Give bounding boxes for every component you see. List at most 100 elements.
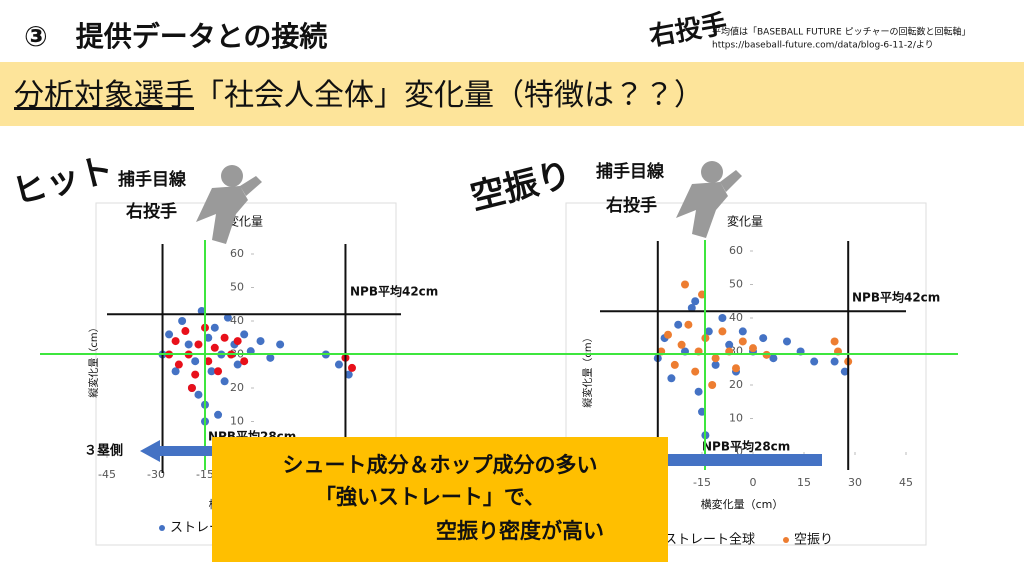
point xyxy=(711,360,720,369)
x-tick-label: -30 xyxy=(147,468,165,481)
x-tick-label: 30 xyxy=(848,476,862,489)
y-tick-label: 60 xyxy=(729,244,743,257)
point xyxy=(171,337,180,346)
point xyxy=(718,327,727,336)
pitcher-silhouette xyxy=(676,161,742,238)
point xyxy=(276,340,285,349)
chart-title: 変化量 xyxy=(227,214,263,229)
point xyxy=(220,333,229,342)
point xyxy=(664,330,672,339)
x-tick-label: -15 xyxy=(693,476,711,489)
arrow-label: ３塁側 xyxy=(84,443,123,459)
point xyxy=(197,306,206,315)
point xyxy=(174,360,183,369)
point xyxy=(220,377,229,386)
point xyxy=(769,354,778,363)
y-tick-label: 40 xyxy=(230,314,244,327)
point xyxy=(759,334,768,343)
y-tick-label: 20 xyxy=(230,381,244,394)
arrow-bar xyxy=(662,454,822,466)
point xyxy=(783,337,791,346)
pitcher-silhouette xyxy=(196,165,262,244)
legend-label: 空振り xyxy=(794,533,833,548)
y-tick-label: 50 xyxy=(230,281,244,294)
legend-swatch xyxy=(159,525,165,531)
x-tick-label: -45 xyxy=(98,468,116,481)
point xyxy=(191,370,200,379)
point xyxy=(708,381,717,389)
point xyxy=(738,337,747,346)
point xyxy=(667,374,676,383)
point xyxy=(830,337,839,346)
point xyxy=(184,340,193,349)
x-tick-label: 15 xyxy=(797,476,811,489)
point xyxy=(204,357,213,366)
point xyxy=(194,340,203,349)
banner-underlined: 分析対象選手 xyxy=(14,78,194,113)
point xyxy=(840,367,849,376)
header: ③ 提供データとの接続 xyxy=(24,20,327,53)
point xyxy=(334,360,343,369)
x-axis-label: 横変化量（cm） xyxy=(701,497,784,511)
pitcher-label: 右投手 xyxy=(606,195,657,216)
callout-line: シュート成分＆ホップ成分の多い xyxy=(283,453,598,477)
point xyxy=(670,360,679,369)
view-label: 捕手目線 xyxy=(118,169,187,190)
y-tick-label: 50 xyxy=(729,278,743,291)
point xyxy=(191,357,200,366)
point xyxy=(711,354,720,363)
point xyxy=(207,367,216,376)
point xyxy=(187,384,196,392)
point xyxy=(738,327,747,336)
y-tick-label: 10 xyxy=(729,412,743,425)
callout-line: 「強いストレート」で、 xyxy=(315,485,545,509)
point xyxy=(674,320,683,329)
point xyxy=(165,330,174,339)
legend-label: ストレート全球 xyxy=(664,533,755,548)
point xyxy=(204,333,213,342)
x-tick-label: 45 xyxy=(899,476,913,489)
point xyxy=(749,344,757,353)
point xyxy=(684,320,693,329)
view-label: 捕手目線 xyxy=(596,161,665,182)
point xyxy=(691,297,700,306)
reference-label: NPB平均42cm xyxy=(350,284,438,299)
point xyxy=(240,330,249,339)
banner-title: 分析対象選手「社会人全体」変化量（特徴は？？） xyxy=(14,78,704,113)
point xyxy=(210,323,219,332)
point xyxy=(681,280,689,289)
point xyxy=(732,364,740,373)
x-tick-label: -15 xyxy=(196,468,214,481)
y-axis-label: 縦変化量（cm） xyxy=(581,332,594,407)
point xyxy=(687,303,696,312)
banner-rest: 「社会人全体」変化量（特徴は？？） xyxy=(194,78,704,113)
callout-line: 空振り密度が高い xyxy=(436,519,604,543)
point xyxy=(266,353,275,362)
x-tick-label: 0 xyxy=(750,476,757,489)
point xyxy=(704,327,713,336)
y-tick-label: 10 xyxy=(230,415,244,428)
pitcher-label: 右投手 xyxy=(126,201,177,222)
point xyxy=(233,337,242,346)
point xyxy=(718,314,727,322)
point xyxy=(223,313,232,322)
point xyxy=(240,357,249,366)
y-tick-label: 40 xyxy=(729,311,743,324)
point xyxy=(194,390,203,399)
direction-arrow xyxy=(140,440,240,462)
legend-swatch xyxy=(783,537,789,543)
point xyxy=(233,360,242,369)
source-line: https://baseball-future.com/data/blog-6-… xyxy=(712,40,934,51)
point xyxy=(677,340,686,349)
point xyxy=(691,367,700,376)
reference-label: NPB平均28cm xyxy=(702,439,790,454)
source-line: 平均値は「BASEBALL FUTURE ピッチャーの回転数と回転軸」 xyxy=(712,26,971,38)
point xyxy=(214,367,223,376)
point xyxy=(810,357,819,366)
y-axis-label: 縦変化量（cm） xyxy=(87,322,100,397)
point xyxy=(694,387,703,396)
point xyxy=(171,367,180,376)
